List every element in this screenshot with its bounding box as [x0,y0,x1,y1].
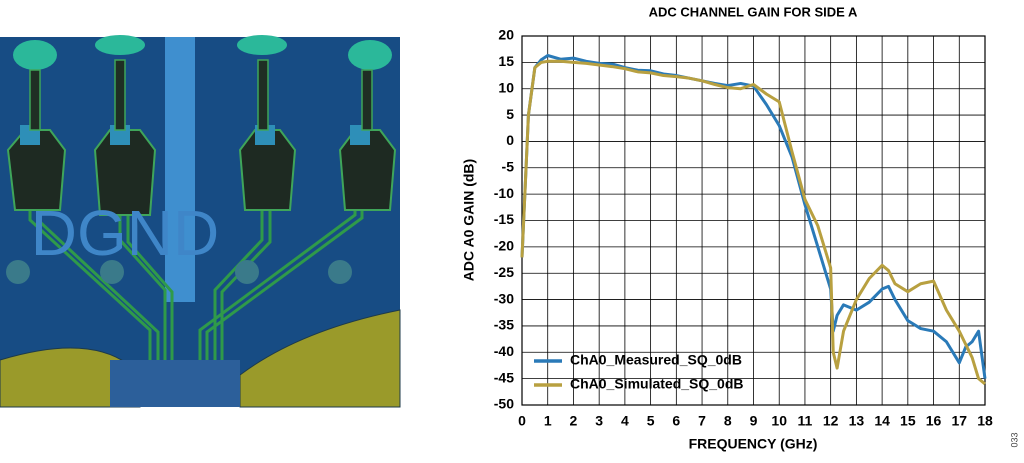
y-tick-label: -50 [494,396,514,412]
legend-label: ChA0_Simulated_SQ_0dB [570,376,744,392]
x-tick-label: 1 [544,413,552,429]
y-tick-label: -15 [494,211,514,227]
x-tick-label: 2 [570,413,578,429]
y-tick-label: -35 [494,317,514,333]
y-tick-label: 0 [506,132,514,148]
x-tick-label: 8 [724,413,732,429]
pcb-layout: DGND [0,35,401,408]
y-tick-label: 20 [498,27,514,43]
x-tick-label: 13 [849,413,865,429]
x-tick-label: 12 [823,413,839,429]
pcb-label: DGND [31,197,219,269]
x-axis-label: FREQUENCY (GHz) [689,436,818,452]
x-tick-label: 11 [798,413,813,429]
x-tick-label: 15 [900,413,916,429]
y-tick-label: -30 [494,290,514,306]
x-tick-label: 10 [771,413,787,429]
y-tick-label: -40 [494,343,514,359]
x-tick-label: 5 [647,413,655,429]
data-line [520,59,986,386]
x-tick-label: 6 [672,413,680,429]
data-line [520,54,987,379]
y-tick-label: -20 [494,238,514,254]
x-tick-label: 14 [874,413,890,429]
legend-label: ChA0_Measured_SQ_0dB [570,352,742,368]
y-tick-label: -10 [494,185,514,201]
y-tick-label: 10 [498,79,514,95]
y-tick-label: -45 [494,369,514,385]
x-tick-label: 17 [951,413,967,429]
y-tick-label: 5 [506,106,514,122]
chart-title: ADC CHANNEL GAIN FOR SIDE A [649,4,858,19]
y-axis-label: ADC A0 GAIN (dB) [461,159,477,281]
x-tick-label: 16 [926,413,942,429]
y-tick-label: 15 [498,53,514,69]
x-tick-label: 4 [621,413,629,429]
x-tick-label: 18 [977,413,993,429]
figure-id: 033 [1009,432,1019,447]
x-tick-label: 7 [698,413,706,429]
x-tick-label: 3 [595,413,603,429]
x-tick-label: 0 [518,413,526,429]
y-tick-label: -25 [494,264,514,280]
y-tick-label: -5 [502,158,515,174]
x-tick-label: 9 [750,413,758,429]
